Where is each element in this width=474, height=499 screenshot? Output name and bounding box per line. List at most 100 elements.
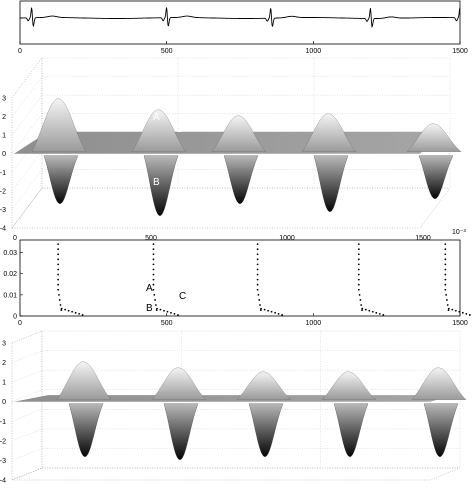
x-tick-label: 1000 [279, 235, 295, 242]
ridge-point [156, 307, 158, 310]
ridge-point [451, 308, 454, 311]
ridge-annotation-b: B [146, 303, 153, 314]
ridge-ticks: 0.03 0.02 0.01 00 500 1000 1500 [3, 250, 468, 327]
ridge-point [57, 263, 60, 266]
ridge-point [256, 283, 259, 286]
ridge-x-tick-label: 1000 [306, 320, 322, 327]
x-tick-label: 0 [13, 235, 17, 242]
ridge-point [357, 263, 360, 266]
ridge-point [260, 307, 262, 310]
ridge-point [57, 268, 60, 271]
ridge-point [177, 314, 179, 316]
z-tick-label: -3 [0, 207, 6, 214]
ridge-point [444, 283, 447, 286]
ecg-x-ticks: 0 500 1000 1500 [18, 41, 468, 55]
ridge-y-tick-label: 0.02 [3, 271, 17, 278]
surface-valley [248, 403, 284, 457]
ecg-x-tick-label: 1500 [452, 48, 468, 55]
ridge-point [154, 299, 156, 301]
ridge-point [152, 263, 155, 266]
z-tick-label: -4 [0, 478, 6, 485]
ridge-point [58, 299, 61, 301]
surface-3d-lower [14, 361, 467, 460]
z-tick-label: 2 [2, 360, 6, 367]
ridge-point [270, 310, 273, 313]
ridge-point [444, 288, 447, 291]
z-tick-label: 3 [2, 341, 6, 348]
ridge-point [361, 307, 364, 310]
ridge-point [371, 310, 374, 313]
ridge-point [357, 248, 360, 251]
side-grid-line [11, 350, 43, 363]
ridge-point [159, 308, 162, 311]
ridge-point [444, 258, 447, 261]
ecg-plot-frame [19, 0, 461, 45]
z-tick-label: 2 [2, 114, 6, 121]
surface-peak [131, 109, 187, 152]
z-tick-label: -4 [0, 226, 6, 233]
ridge-point [256, 273, 259, 276]
ridge-point [57, 288, 60, 291]
surface-valley [418, 155, 454, 199]
ridge-point [274, 311, 276, 314]
floor-plane [11, 467, 461, 481]
ridge-point [256, 268, 259, 271]
side-grid-line [11, 150, 43, 191]
ridge-y-tick-label: 0.03 [3, 250, 17, 257]
ecg-x-tick-label: 1000 [306, 48, 322, 55]
ridge-point [78, 312, 81, 315]
ridge-point [458, 310, 461, 313]
ridge-point [152, 258, 155, 261]
side-grid-line [11, 369, 43, 383]
ridge-point [57, 253, 60, 256]
ridge-point [382, 314, 385, 316]
surface-peak [211, 115, 267, 152]
ridge-point [67, 309, 70, 312]
ridge-point [360, 304, 363, 306]
side-grid-line [11, 448, 43, 461]
ridge-point [64, 308, 67, 311]
z-tick-label: -1 [0, 170, 6, 177]
ridge-point [444, 273, 447, 276]
ridge-point [256, 263, 259, 266]
surface-3d-panel: 3 2 1 0 -1 -2 -3 -4 0 500 1000 1500 10⁻³ A B C [0, 57, 466, 242]
ridge-point [357, 278, 360, 281]
ridge-point [359, 299, 362, 301]
side-wall [11, 330, 43, 481]
ridge-point [468, 314, 471, 316]
side-grid-line [11, 113, 43, 154]
ridge-point [173, 312, 176, 315]
ridge-point [152, 243, 155, 246]
ridge-point [81, 314, 84, 316]
ridge-point [256, 243, 259, 246]
z-tick-label: -2 [0, 438, 6, 445]
ridge-point [57, 283, 60, 286]
surface-valley [143, 155, 179, 216]
ridge-y-tick-label: 0 [13, 314, 17, 321]
ridge-point [152, 278, 155, 281]
surface-peak [321, 371, 377, 400]
ridge-x-tick-label: 0 [18, 320, 22, 327]
side-grid-line [11, 169, 43, 210]
ridge-point [444, 253, 447, 256]
ridge-point [256, 248, 259, 251]
z-tick-label: 1 [2, 380, 6, 387]
side-grid-line [11, 428, 43, 442]
surface-peak [31, 98, 87, 152]
ridge-point [444, 248, 447, 251]
ridge-point [447, 307, 450, 310]
surface-valley [163, 403, 199, 460]
ridge-point [444, 278, 447, 281]
ridge-point [152, 248, 155, 251]
ridge-point [465, 312, 468, 315]
x-tick-label: 500 [145, 235, 157, 242]
z-tick-label: -3 [0, 458, 6, 465]
ridge-point [357, 288, 360, 291]
ridge-point [445, 293, 448, 296]
ridge-point [444, 263, 447, 266]
ridge-point-series [57, 243, 471, 316]
ridge-point [444, 243, 447, 246]
ridge-y-tick-label: 0.01 [3, 292, 17, 299]
ridge-point [454, 309, 457, 312]
